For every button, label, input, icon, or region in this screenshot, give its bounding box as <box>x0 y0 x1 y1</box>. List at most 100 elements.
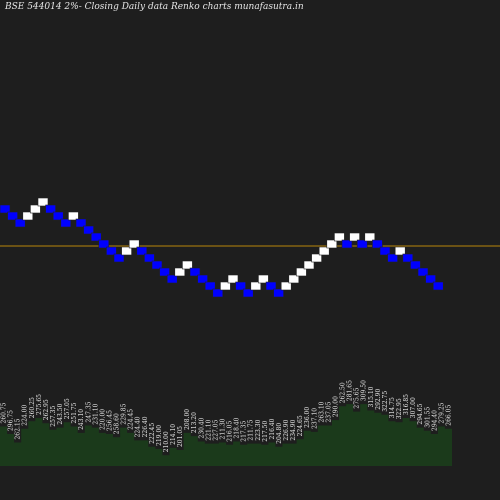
chart-title: BSE 544014 2%- Closing Daily data Renko … <box>5 2 304 12</box>
renko-brick-down <box>7 211 18 221</box>
renko-panel <box>0 197 444 298</box>
renko-brick-down <box>75 218 87 228</box>
renko-brick-down <box>113 253 125 263</box>
volume-label: 220.00 <box>99 409 106 430</box>
renko-brick-down <box>197 274 208 284</box>
renko-brick-up <box>258 274 269 284</box>
volume-label: 224.40 <box>135 416 142 437</box>
volume-label: 275.65 <box>354 387 361 408</box>
volume-label: 262.95 <box>43 399 50 420</box>
volume-label: 263.10 <box>318 401 325 422</box>
renko-brick-down <box>60 218 72 228</box>
renko-brick-down <box>90 232 102 242</box>
volume-label: 224.00 <box>22 405 29 426</box>
volume-label: 229.85 <box>121 403 128 424</box>
volume-label: 222.45 <box>149 423 156 444</box>
renko-brick-down <box>106 246 117 256</box>
volume-label: 316.85 <box>403 394 410 415</box>
volume-label: 214.10 <box>170 424 177 445</box>
volume-label: 266.05 <box>446 405 453 426</box>
renko-brick-down <box>402 253 414 263</box>
volume-label: 247.35 <box>85 401 92 422</box>
renko-brick-down <box>144 253 155 263</box>
renko-brick-down <box>0 204 11 214</box>
volume-label: 213.20 <box>191 412 198 433</box>
renko-brick-up <box>288 274 300 284</box>
volume-label: 224.45 <box>128 409 135 430</box>
renko-brick-down <box>417 267 429 277</box>
renko-brick-up <box>326 239 338 249</box>
volume-label: 236.00 <box>304 407 311 428</box>
volume-label: 262.15 <box>15 418 22 439</box>
volume-label: 294.65 <box>417 403 424 424</box>
renko-brick-up <box>22 211 34 221</box>
volume-label: 231.10 <box>92 403 99 424</box>
volume-label: 296.75 <box>8 410 15 431</box>
renko-brick-down <box>273 288 284 298</box>
volume-label: 307.00 <box>410 397 417 418</box>
renko-brick-down <box>136 246 148 256</box>
renko-brick-up <box>174 267 186 277</box>
renko-brick-down <box>425 274 436 284</box>
volume-label: 292.90 <box>375 389 382 410</box>
volume-label: 275.65 <box>36 394 43 415</box>
volume-label: 322.75 <box>382 391 389 412</box>
renko-brick-down <box>372 239 383 249</box>
renko-brick-up <box>394 246 406 256</box>
renko-brick-down <box>52 211 64 221</box>
volume-label: 256.45 <box>107 410 114 431</box>
volume-label: 260.25 <box>29 397 36 418</box>
renko-brick-up <box>349 232 360 242</box>
renko-brick-up <box>364 232 376 242</box>
renko-brick-up <box>37 197 49 207</box>
volume-label: 257.35 <box>50 406 57 427</box>
volume-label: 237.10 <box>311 408 318 429</box>
volume-label: 218.40 <box>234 417 241 438</box>
volume-label: 257.05 <box>64 398 71 419</box>
volume-label: 262.50 <box>340 382 347 403</box>
volume-label: 227.05 <box>212 419 219 440</box>
renko-brick-up <box>303 260 315 270</box>
renko-brick-up <box>68 211 79 221</box>
renko-brick-down <box>356 239 368 249</box>
volume-label: 210.00 <box>163 431 170 452</box>
renko-brick-down <box>166 274 178 284</box>
renko-brick-up <box>220 281 231 291</box>
volume-label: 251.75 <box>71 402 78 423</box>
volume-label: 234.90 <box>290 419 297 440</box>
volume-label: 301.55 <box>424 407 431 428</box>
volume-label: 258.60 <box>114 413 121 434</box>
volume-label: 230.40 <box>198 417 205 438</box>
renko-brick-down <box>151 260 163 270</box>
renko-brick-up <box>334 232 345 242</box>
volume-label: 216.40 <box>269 418 276 439</box>
volume-area <box>0 404 452 466</box>
volume-label: 309.50 <box>361 380 368 401</box>
volume-label: 226.40 <box>142 416 149 437</box>
renko-brick-down <box>14 218 26 228</box>
volume-label: 216.05 <box>227 421 234 442</box>
volume-label: 217.50 <box>262 421 269 442</box>
volume-label: 243.10 <box>78 409 85 430</box>
volume-label: 315.10 <box>368 386 375 407</box>
renko-brick-down <box>242 288 254 298</box>
renko-brick-down <box>387 253 398 263</box>
renko-brick-down <box>45 204 56 214</box>
volume-label: 279.25 <box>438 402 445 423</box>
renko-brick-up <box>128 239 140 249</box>
renko-brick-up <box>121 246 132 256</box>
volume-label: 243.50 <box>57 403 64 424</box>
renko-brick-down <box>189 267 201 277</box>
renko-brick-up <box>318 246 330 256</box>
renko-brick-down <box>410 260 421 270</box>
renko-brick-down <box>341 239 353 249</box>
renko-brick-down <box>98 239 110 249</box>
renko-brick-down <box>204 281 216 291</box>
volume-label: 223.30 <box>255 419 262 440</box>
volume-label: 204.80 <box>276 423 283 444</box>
volume-label: 208.00 <box>184 409 191 430</box>
renko-brick-down <box>212 288 224 298</box>
renko-brick-up <box>280 281 292 291</box>
